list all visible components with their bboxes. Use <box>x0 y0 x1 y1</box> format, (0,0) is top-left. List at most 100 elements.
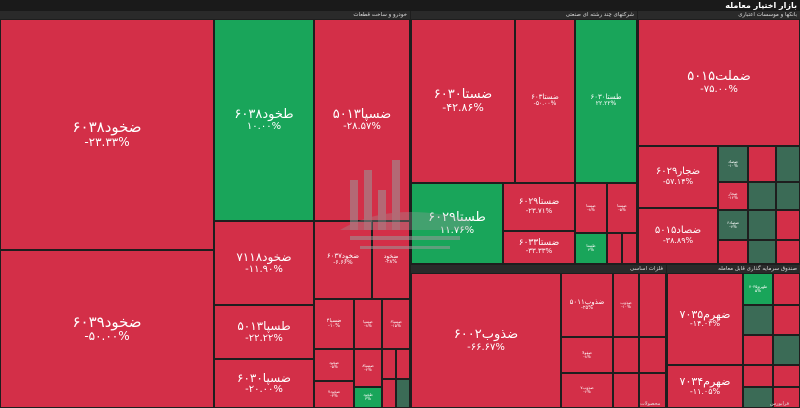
tile-symbol: طهرم۷۰۳۵ <box>748 283 768 289</box>
tile-symbol: ضخود۶۰۳۷ <box>326 252 360 261</box>
tile-change: ۲۲.۲۲% <box>595 100 617 108</box>
app-title: بازار اختیار معامله <box>725 1 797 10</box>
tile-zkhod7[interactable]: ضخود۷ -۳% <box>314 381 354 408</box>
tile-zzob7[interactable]: ضذوب۷ -۶% <box>561 373 613 408</box>
tile-zkhod-a[interactable]: ضخود -۲۸% <box>372 221 410 299</box>
tile-small-n[interactable] <box>748 240 776 264</box>
tile-small-j[interactable] <box>776 182 800 210</box>
tile-zkhod6037[interactable]: ضخود۶۰۳۷ -۶.۶۶% <box>314 221 372 299</box>
tile-small-f[interactable] <box>622 233 637 264</box>
tile-small-r[interactable] <box>639 337 666 373</box>
tile-zsapa4[interactable]: ضسپا۴ -۱۰% <box>314 299 354 349</box>
tile-symbol: ضجار۶۰۲۹ <box>655 166 701 178</box>
tile-zkhod6038[interactable]: ضخود۶۰۳۸ -۲۳.۳۳% <box>0 19 214 250</box>
tile-tharm7035[interactable]: طهرم۷۰۳۵ ۵% <box>743 273 773 305</box>
tile-small-i[interactable] <box>748 182 776 210</box>
tile-change: -۱۴.۰۳% <box>689 319 721 329</box>
tile-zsta6033[interactable]: ضستا۶۰۳۳ -۳۳.۳۳% <box>503 231 575 264</box>
tile-small-l[interactable] <box>776 210 800 240</box>
tile-zsta6029[interactable]: ضستا۶۰۲۹ -۲۳.۷۱% <box>503 183 575 231</box>
tile-symbol: ضسپا۶۰۳۰ <box>237 370 291 385</box>
tile-symbol: ضسپا۸ <box>362 362 374 368</box>
tile-zsad6[interactable]: ضصاد۶ -۷% <box>718 210 748 240</box>
app-header: بازار اختیار معامله <box>0 0 800 11</box>
tile-small-ab[interactable] <box>743 387 773 408</box>
tile-change: -۵۰.۰۰% <box>533 100 557 108</box>
tile-small-k[interactable] <box>748 210 776 240</box>
sector-basic-metals: فلزات اساسی ضذوب۶۰۰۲ -۶۶.۶۷% ضذوب۵۰۱۱ -۲… <box>411 265 666 408</box>
tile-small-p[interactable] <box>639 273 666 337</box>
tile-symbol: طستا <box>586 243 596 249</box>
tile-zsapa5013[interactable]: ضسپا۵۰۱۳ -۲۸.۵۷% <box>314 19 410 221</box>
tile-symbol: ضخود۷ <box>328 389 340 395</box>
tile-symbol: ضخود <box>383 253 399 261</box>
tile-zzob6002[interactable]: ضذوب۶۰۰۲ -۶۶.۶۷% <box>411 273 561 408</box>
tile-zkhod-b[interactable]: ضخود -۵% <box>314 349 354 381</box>
tile-small-t[interactable] <box>639 373 666 408</box>
tile-zsta-b[interactable]: ضستا -۵% <box>607 183 637 233</box>
tile-small-x[interactable] <box>743 335 773 365</box>
sector-etf: صندوق سرمایه گذاری قابل معامله ضهرم۷۰۳۵ … <box>667 265 800 408</box>
tile-symbol: ضصاد <box>728 158 738 164</box>
tile-zfoola[interactable]: ضفولا -۸% <box>561 337 613 373</box>
tile-symbol: ضذوب۷ <box>580 385 594 391</box>
tile-symbol: ضخود۶۰۳۸ <box>72 118 142 137</box>
tile-symbol: طسپا۵۰۱۳ <box>237 319 291 334</box>
tile-zsapa6[interactable]: ضسپا۶ -۱۵% <box>382 299 410 349</box>
tile-small-e[interactable] <box>607 233 622 264</box>
tile-zsad5015[interactable]: ضصاد۵۰۱۵ -۳۸.۸۹% <box>638 208 718 264</box>
tile-zkhod7118[interactable]: ضخود۷۱۱۸ -۱۱.۹۰% <box>214 221 314 305</box>
tile-zsapa6030[interactable]: ضسپا۶۰۳۰ -۲۰.۰۰% <box>214 359 314 408</box>
tile-zharm7034[interactable]: ضهرم۷۰۳۴ -۱۱.۰۵% <box>667 365 743 408</box>
tile-zjar[interactable]: ضجار -۱۲% <box>718 182 748 210</box>
tile-tsta[interactable]: طستا ۴% <box>575 233 607 264</box>
tile-small-q[interactable] <box>613 337 639 373</box>
tile-small-y[interactable] <box>773 335 800 365</box>
tile-change: ۵% <box>755 287 761 293</box>
tile-zsad[interactable]: ضصاد -۱۰% <box>718 146 748 182</box>
tile-small-c[interactable] <box>382 379 396 408</box>
tile-small-u[interactable] <box>773 273 800 305</box>
tile-small-h[interactable] <box>776 146 800 182</box>
tile-zmellat5015[interactable]: ضملت۵۰۱۵ -۷۵.۰۰% <box>638 19 800 146</box>
tile-small-z[interactable] <box>743 365 773 387</box>
tile-zzob5011[interactable]: ضذوب۵۰۱۱ -۲۵% <box>561 273 613 337</box>
tile-tkhod6038[interactable]: طخود۶۰۳۸ ۱۰.۰۰% <box>214 19 314 221</box>
tile-tsta6029[interactable]: طستا۶۰۲۹ ۱۱.۷۶% <box>411 183 503 264</box>
tile-change: -۱۵% <box>391 322 401 328</box>
tile-zzob[interactable]: ضذوب -۱۰% <box>613 273 639 337</box>
tile-small-aa[interactable] <box>773 365 800 387</box>
tile-small-o[interactable] <box>776 240 800 264</box>
tile-change: -۲۸.۵۷% <box>343 121 381 133</box>
tile-small-d[interactable] <box>396 379 410 408</box>
tile-small-w[interactable] <box>773 305 800 335</box>
tile-symbol: ضسپا۵۰۱۳ <box>332 106 392 122</box>
tile-zsapa[interactable]: ضسپا -۸% <box>354 299 382 349</box>
tile-small-v[interactable] <box>743 305 773 335</box>
tile-zsta6030[interactable]: ضستا۶۰۳۰ -۴۲.۸۶% <box>411 19 515 183</box>
tile-change: -۷۵.۰۰% <box>700 83 738 95</box>
tile-small-b[interactable] <box>396 349 410 379</box>
tile-zjar6029[interactable]: ضجار۶۰۲۹ -۵۷.۱۴% <box>638 146 718 208</box>
tile-zsta-a[interactable]: ضستا -۸% <box>575 183 607 233</box>
tile-zkhod6039[interactable]: ضخود۶۰۳۹ -۵۰.۰۰% <box>0 250 214 408</box>
tile-symbol: ضستا <box>617 202 627 208</box>
tile-zsapa8[interactable]: ضسپا۸ -۲% <box>354 349 382 387</box>
tile-tsta6030[interactable]: طستا۶۰۳۰ ۲۲.۲۲% <box>575 19 637 183</box>
tile-tsapa5013[interactable]: طسپا۵۰۱۳ -۲۲.۲۲% <box>214 305 314 359</box>
tile-change: -۱۰% <box>621 303 631 309</box>
tile-symbol: ضذوب <box>620 299 632 305</box>
tile-zharm7035[interactable]: ضهرم۷۰۳۵ -۱۴.۰۳% <box>667 273 743 365</box>
tile-symbol: ضستا <box>586 202 596 208</box>
tile-tkhod[interactable]: طخود ۳% <box>354 387 382 408</box>
tile-change: ۳% <box>365 396 371 402</box>
tile-small-a[interactable] <box>382 349 396 379</box>
sector-automobile: خودرو و ساخت قطعات ضخود۶۰۳۸ -۲۳.۳۳% ضخود… <box>0 11 410 408</box>
tile-small-m[interactable] <box>718 240 748 264</box>
sector-label: فرابورس <box>770 401 790 407</box>
tile-symbol: ضذوب۵۰۱۱ <box>569 297 605 306</box>
sector-header: خودرو و ساخت قطعات <box>0 11 410 19</box>
tile-small-s[interactable] <box>613 373 639 408</box>
tile-small-g[interactable] <box>748 146 776 182</box>
tile-zsta603[interactable]: ضستا۶۰۳ -۵۰.۰۰% <box>515 19 575 183</box>
